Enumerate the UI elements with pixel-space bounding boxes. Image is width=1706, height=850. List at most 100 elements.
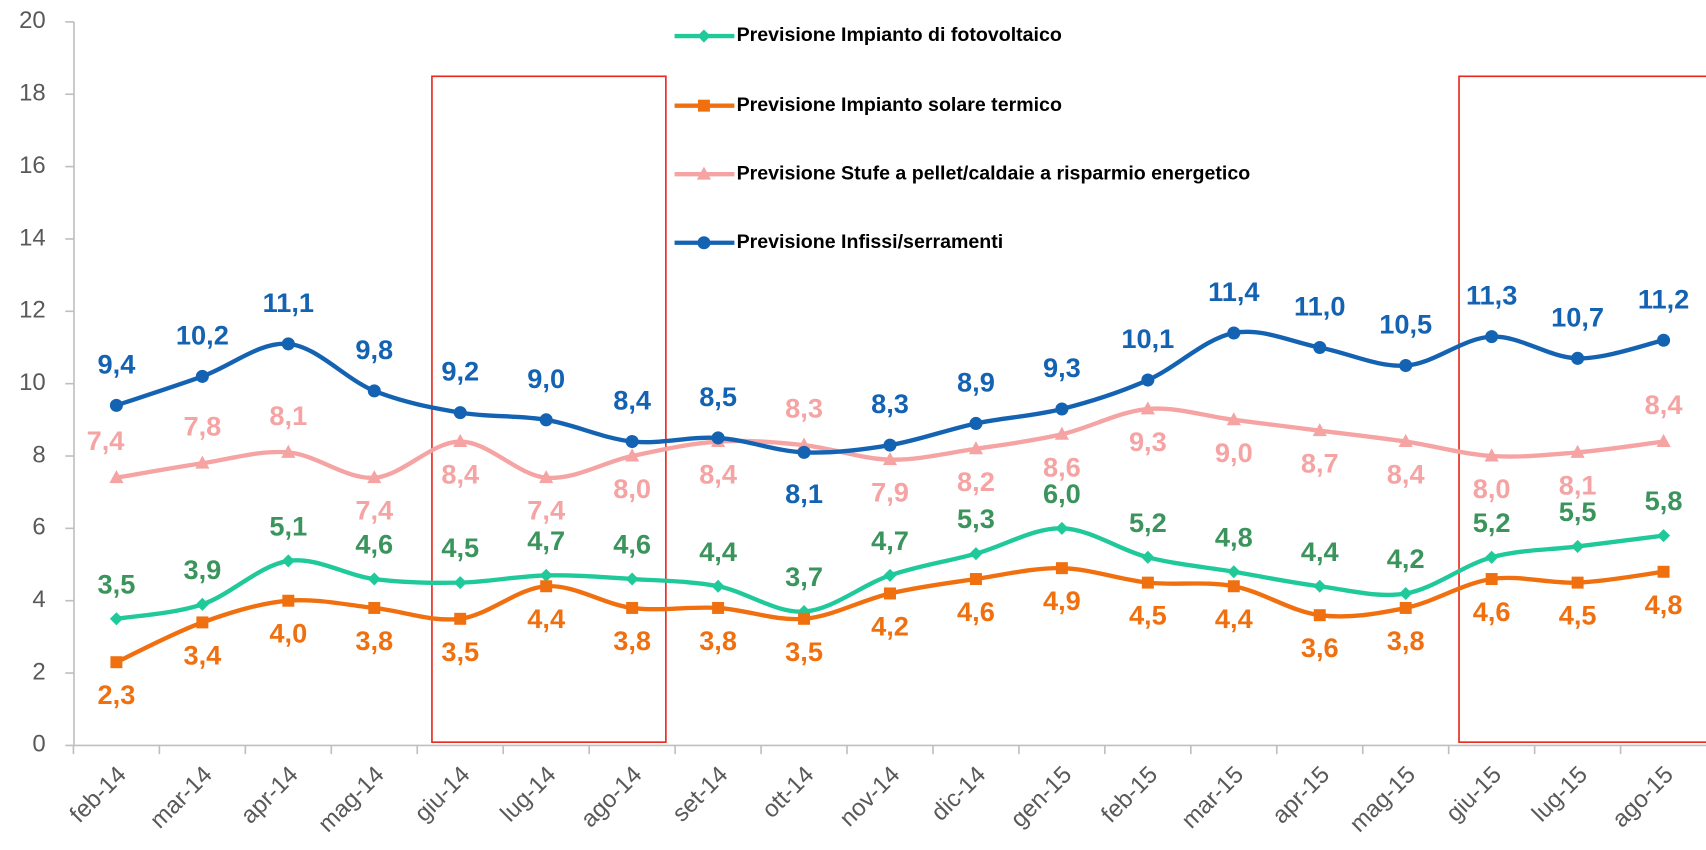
data-point [969,416,983,430]
data-point [711,431,725,445]
x-tick-label: mar-14 [145,761,218,834]
x-tick-label: apr-14 [236,761,304,829]
data-point [453,406,467,420]
data-label: 7,4 [87,425,125,456]
y-tick-label: 0 [32,731,45,758]
data-point [453,433,468,447]
legend-marker [696,166,712,180]
data-label: 11,1 [263,287,314,318]
data-point [969,573,982,585]
data-point [110,656,123,669]
data-point [1140,401,1155,415]
data-label: 3,8 [699,625,737,656]
legend-marker [697,29,711,43]
data-point [1055,521,1069,535]
data-point [1312,423,1327,437]
data-label: 4,6 [1473,596,1511,627]
data-label: 3,8 [355,625,393,656]
data-point [1657,565,1670,578]
data-point [1227,580,1240,593]
data-label: 4,2 [871,610,909,641]
data-label: 11,3 [1466,280,1517,311]
data-label: 8,6 [1043,451,1081,482]
x-tick-label: feb-14 [65,761,132,828]
data-label: 3,8 [1387,625,1425,656]
data-label: 10,2 [176,319,229,350]
data-label: 5,2 [1473,507,1511,538]
data-point [1399,359,1413,373]
data-point [1657,333,1671,347]
data-label: 4,7 [527,525,565,556]
x-tick-label: mag-15 [1344,761,1420,837]
legend-label: Previsione Impianto di fotovoltaico [737,24,1062,46]
data-point [1054,426,1069,440]
data-label: 3,7 [785,561,823,592]
data-label: 9,3 [1043,352,1081,383]
data-label: 4,8 [1215,521,1253,552]
data-point [1055,402,1069,416]
data-point [797,445,811,459]
data-point [195,455,210,469]
data-point [281,337,295,351]
data-point [196,616,209,629]
data-label: 10,1 [1121,323,1174,354]
data-label: 4,8 [1645,589,1683,620]
data-point [540,580,553,593]
data-label: 8,4 [613,385,651,416]
data-point [1227,326,1241,340]
data-label: 4,7 [871,525,909,556]
data-label: 4,5 [1559,600,1597,631]
data-label: 9,3 [1129,426,1167,457]
data-label: 8,9 [957,366,995,397]
data-label: 8,5 [699,381,737,412]
data-label: 5,8 [1645,485,1683,516]
data-label: 9,0 [1215,437,1253,468]
y-tick-label: 12 [19,297,46,324]
data-label: 4,4 [1215,603,1253,634]
data-label: 7,8 [183,411,221,442]
data-label: 9,2 [441,356,479,387]
y-tick-label: 8 [32,441,45,468]
data-point [454,612,467,625]
data-label: 4,5 [441,532,479,563]
data-label: 7,9 [871,477,909,508]
data-point [367,572,381,586]
x-tick-label: dic-14 [926,761,991,826]
data-point [711,579,725,593]
y-tick-label: 2 [32,658,45,685]
data-label: 8,1 [269,400,307,431]
data-point [1485,550,1499,564]
y-tick-label: 18 [19,80,46,107]
data-point [1313,340,1327,355]
data-label: 8,0 [613,473,651,504]
data-point [368,601,381,614]
x-tick-label: giu-14 [409,761,475,827]
data-point [367,470,382,484]
data-label: 9,4 [98,348,136,379]
data-label: 8,7 [1301,448,1339,479]
data-point [195,597,209,611]
x-tick-label: lug-14 [495,761,561,827]
data-point [969,547,983,561]
data-point [1398,433,1413,447]
data-label: 11,4 [1208,276,1259,307]
data-label: 8,2 [957,466,995,497]
x-tick-label: set-14 [667,761,733,827]
x-tick-label: ago-15 [1607,761,1679,833]
data-point [1571,576,1584,589]
data-point [883,568,897,582]
y-tick-label: 4 [32,586,45,613]
data-point [109,470,124,484]
data-point [1657,529,1671,543]
data-point [1571,539,1585,553]
data-label: 8,0 [1473,473,1511,504]
data-label: 11,0 [1294,290,1345,321]
data-point [1227,565,1241,579]
legend-marker [697,99,710,112]
data-point [281,444,296,458]
highlight-box [1458,75,1706,743]
data-label: 4,4 [699,536,737,567]
data-label: 3,5 [785,636,823,667]
